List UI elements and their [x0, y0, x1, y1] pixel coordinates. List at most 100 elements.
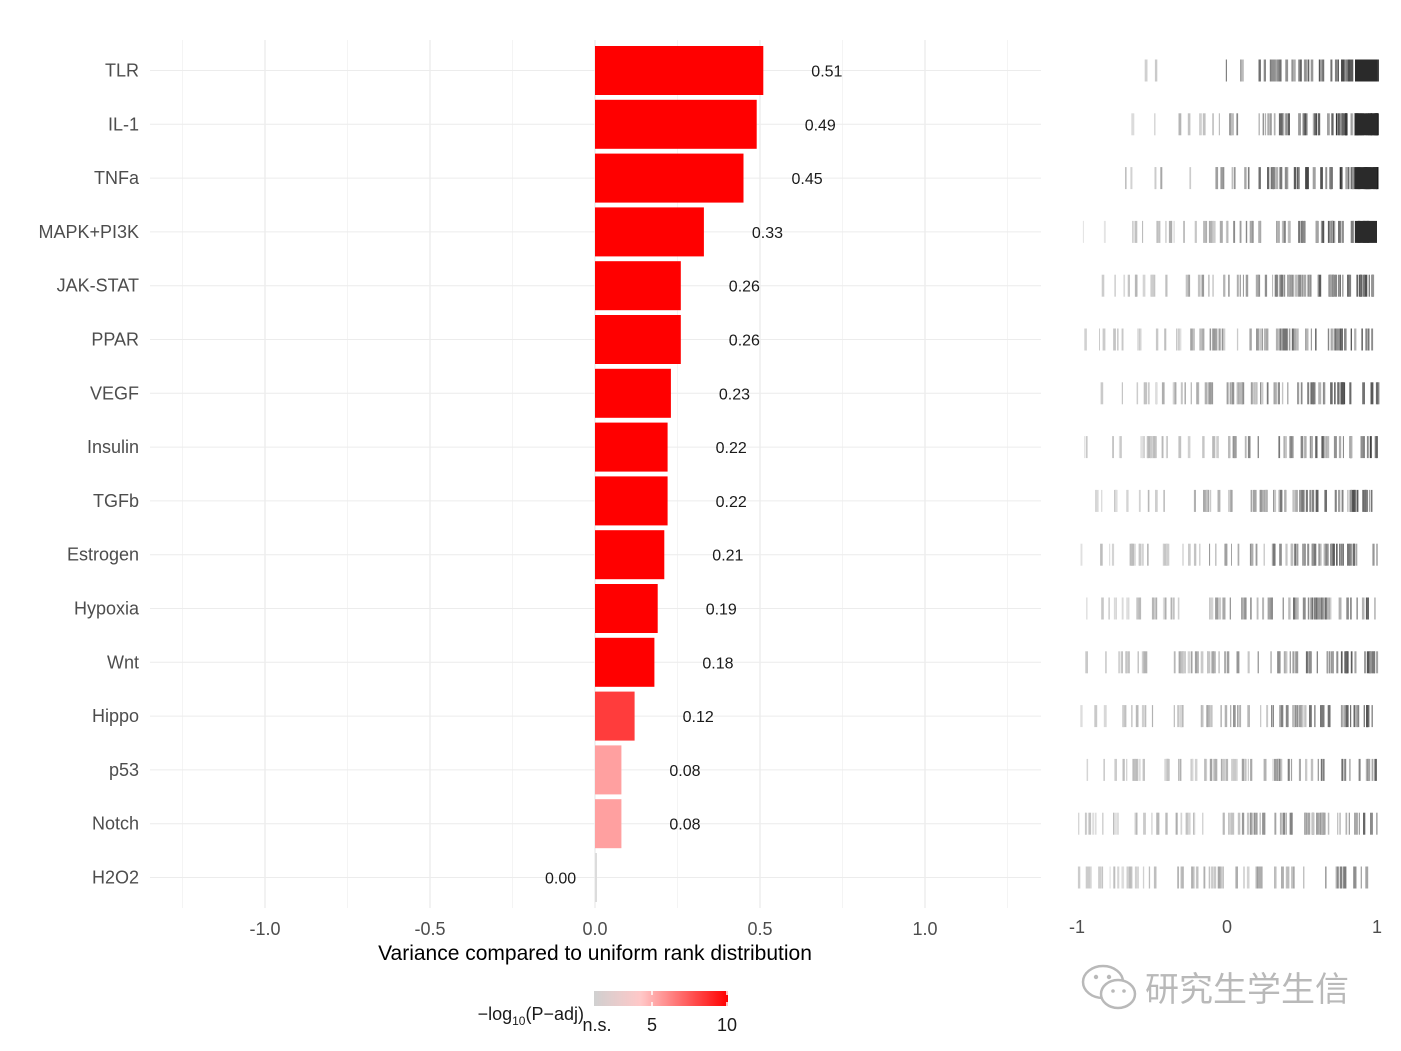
rank-mark — [1306, 59, 1308, 82]
rank-mark — [1365, 758, 1368, 781]
rank-mark — [1245, 597, 1247, 620]
rank-mark — [1259, 328, 1262, 351]
rank-mark — [1126, 866, 1130, 889]
rank-mark — [1283, 220, 1286, 243]
rank-mark — [1263, 489, 1265, 512]
rank-mark — [1117, 866, 1120, 889]
rank-mark — [1258, 167, 1261, 190]
rank-mark — [1182, 543, 1184, 566]
rank-mark — [1299, 705, 1302, 728]
value-label: 0.08 — [669, 817, 700, 834]
rank-mark — [1285, 436, 1287, 459]
rank-mark — [1353, 113, 1356, 136]
rank-mark — [1252, 489, 1255, 512]
bar-jak-stat — [595, 261, 681, 311]
rank-mark — [1339, 543, 1341, 566]
rank-mark — [1153, 436, 1156, 459]
rank-mark — [1335, 328, 1338, 351]
rank-mark — [1270, 651, 1272, 674]
rank-mark — [1336, 543, 1338, 566]
rank-mark — [1281, 866, 1284, 889]
rank-mark — [1237, 382, 1240, 405]
rank-mark — [1153, 274, 1156, 297]
rank-mark — [1274, 113, 1276, 136]
rank-mark — [1112, 436, 1114, 459]
rank-mark — [1349, 382, 1352, 405]
rank-mark — [1371, 705, 1373, 728]
rank-mark — [1341, 113, 1344, 136]
category-label: VEGF — [90, 383, 139, 403]
rank-mark — [1311, 382, 1315, 405]
rank-mark — [1254, 489, 1257, 512]
rank-mark — [1375, 382, 1379, 405]
rank-mark — [1175, 812, 1178, 835]
watermark: 研究生学生信 — [1081, 964, 1349, 1010]
rank-mark — [1281, 382, 1284, 405]
rank-mark — [1286, 167, 1289, 190]
rank-mark — [1194, 543, 1197, 566]
rank-mark — [1278, 436, 1281, 459]
rank-mark — [1233, 220, 1236, 243]
rank-mark — [1092, 812, 1095, 835]
rank-mark — [1312, 382, 1316, 405]
rank-mark — [1316, 651, 1318, 674]
rank-mark — [1355, 543, 1358, 566]
rank-mark — [1314, 113, 1317, 136]
rank-mark — [1303, 274, 1307, 297]
rank-mark — [1371, 758, 1374, 781]
rank-mark — [1085, 436, 1088, 459]
rank-mark — [1135, 705, 1139, 728]
rank-mark — [1139, 758, 1141, 781]
rank-mark — [1217, 866, 1221, 889]
bar-h2o2 — [595, 853, 597, 902]
rank-mark — [1364, 489, 1367, 512]
rank-mark — [1296, 274, 1298, 297]
rank-mark — [1304, 113, 1307, 136]
rank-mark — [1376, 59, 1379, 82]
rank-mark — [1208, 220, 1211, 243]
rank-mark — [1326, 543, 1329, 566]
rank-mark — [1209, 382, 1213, 405]
rank-mark — [1262, 812, 1265, 835]
rank-mark — [1220, 705, 1222, 728]
rank-mark — [1276, 274, 1279, 297]
rank-mark — [1212, 113, 1214, 136]
rank-mark — [1291, 543, 1294, 566]
rank-mark — [1256, 597, 1259, 620]
category-label: Insulin — [87, 437, 139, 457]
rank-mark — [1160, 167, 1163, 190]
rank-mark — [1285, 113, 1287, 136]
rank-mark — [1279, 812, 1282, 835]
rank-mark — [1317, 274, 1319, 297]
rank-mark — [1191, 758, 1194, 781]
rank-mark — [1277, 651, 1281, 674]
rank-mark — [1301, 705, 1304, 728]
rank-mark — [1371, 274, 1375, 297]
rank-mark — [1202, 812, 1204, 835]
rank-strip-vegf — [1100, 382, 1380, 405]
value-label: 0.33 — [752, 225, 783, 242]
rank-mark — [1142, 758, 1145, 781]
bar-vegf — [595, 368, 671, 418]
rank-mark — [1349, 543, 1352, 566]
rank-mark — [1333, 220, 1336, 243]
rank-mark — [1127, 651, 1130, 674]
rank-mark — [1118, 436, 1122, 459]
rank-mark — [1310, 328, 1312, 351]
rank-mark — [1260, 705, 1262, 728]
rank-mark — [1089, 866, 1092, 889]
rank-mark — [1366, 705, 1369, 728]
rank-mark — [1298, 113, 1301, 136]
rank-mark — [1109, 543, 1111, 566]
rank-mark — [1134, 866, 1137, 889]
rank-mark — [1368, 274, 1370, 297]
rank-mark — [1266, 382, 1269, 405]
rank-mark — [1301, 274, 1304, 297]
rank-mark — [1115, 489, 1118, 512]
rank-mark — [1256, 866, 1259, 889]
rank-mark — [1220, 167, 1224, 190]
rank-strip-mapk+pi3k — [1082, 220, 1377, 243]
rank-mark — [1111, 543, 1115, 566]
rank-mark — [1096, 489, 1099, 512]
rank-mark — [1277, 59, 1280, 82]
